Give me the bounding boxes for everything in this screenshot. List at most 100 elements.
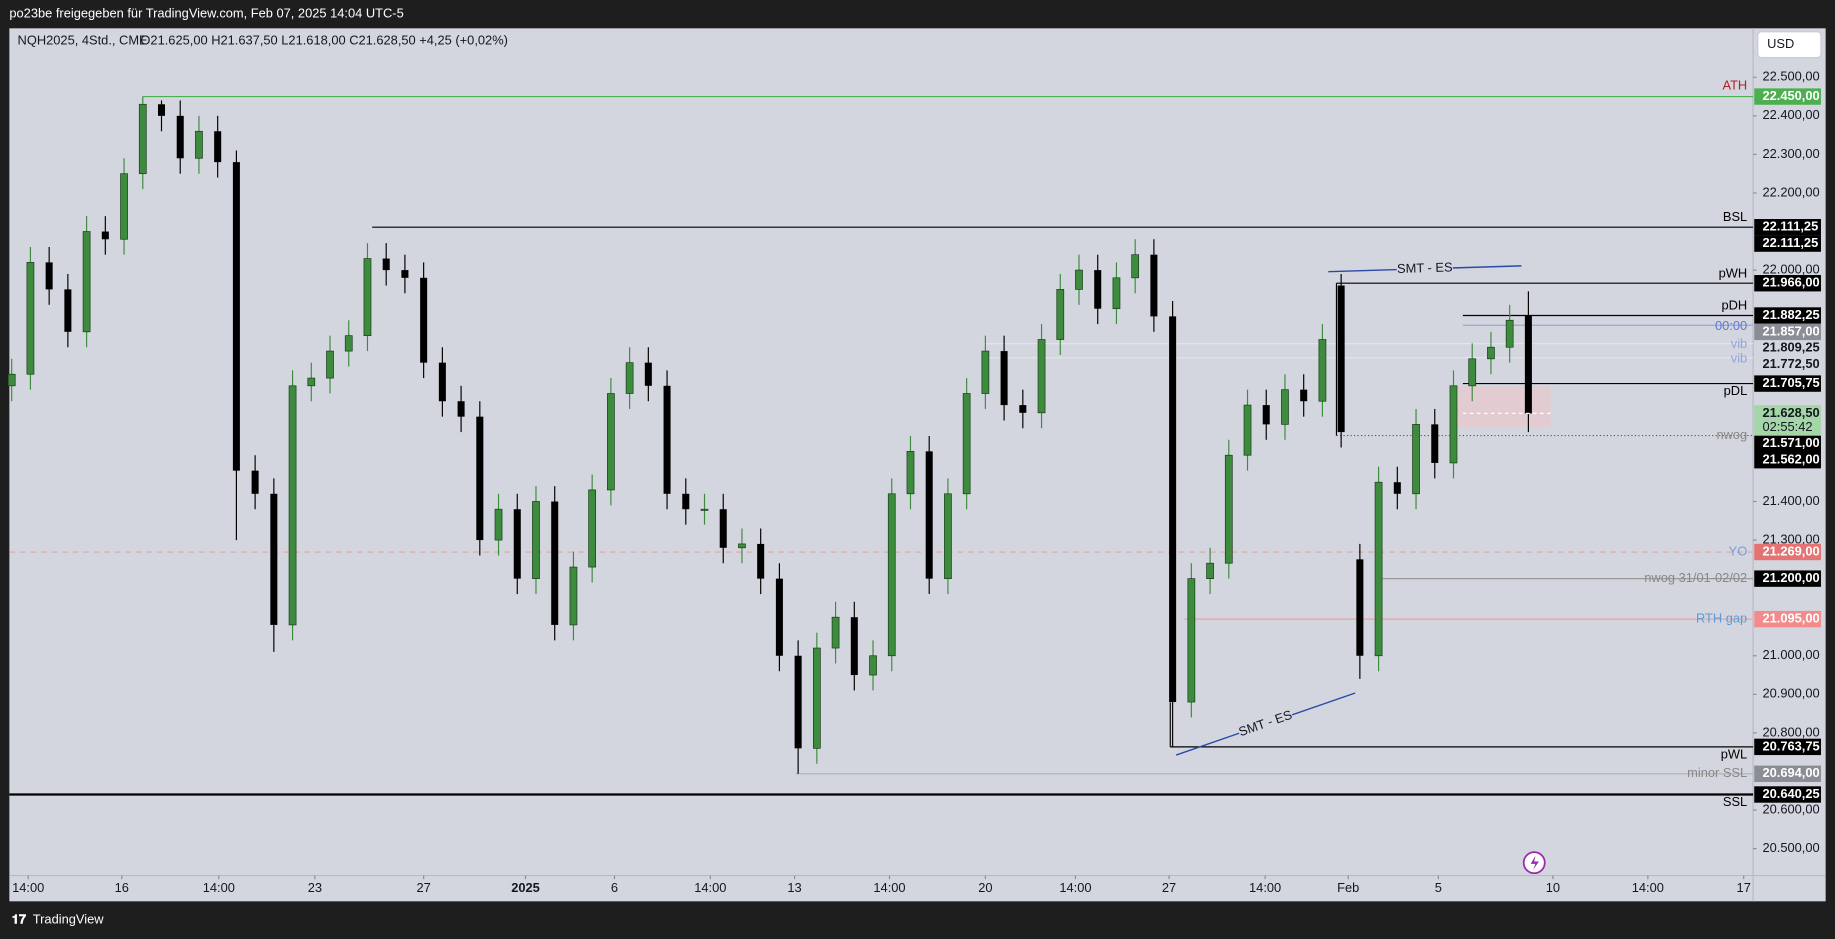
candle-body <box>420 277 428 363</box>
candle-body <box>588 489 597 568</box>
price-badge-label: 21.628,50 <box>1762 405 1819 420</box>
candle-body <box>1075 269 1083 290</box>
candle-body <box>82 231 91 333</box>
level-name: vib <box>1731 350 1747 365</box>
x-tick-label: 14:00 <box>203 880 235 895</box>
candle-body <box>644 362 652 386</box>
x-tick-label: 14:00 <box>1059 880 1091 895</box>
candle-body <box>663 385 671 494</box>
price-badge-label: 22.111,25 <box>1762 235 1818 250</box>
price-badge-label: 21.571,00 <box>1762 435 1819 450</box>
candle-body <box>850 617 858 676</box>
header-title: po23be freigegeben für TradingView.com, … <box>9 6 403 21</box>
price-badge <box>1754 786 1821 803</box>
candle-body <box>64 289 72 332</box>
candle-body <box>1169 316 1177 703</box>
candle-body <box>1000 351 1008 406</box>
level-name: vib <box>1731 336 1747 351</box>
x-tick-label: 27 <box>1162 880 1176 895</box>
x-tick-label: 23 <box>308 880 322 895</box>
candle-body <box>1431 424 1439 463</box>
price-badge-label: 21.269,00 <box>1762 543 1819 558</box>
level-name: 00:00 <box>1715 318 1747 333</box>
price-badge <box>1754 88 1821 105</box>
candle-body <box>719 509 727 548</box>
candle-body <box>120 173 128 240</box>
level-name: nwog 31/01-02/02 <box>1644 570 1747 585</box>
candle-body <box>625 362 634 394</box>
candle-body <box>1187 578 1196 703</box>
price-badge <box>1754 765 1821 782</box>
candle-body <box>26 262 35 375</box>
candle-body <box>1468 358 1477 387</box>
price-badge-label: 22.450,00 <box>1762 88 1819 103</box>
x-tick-label: 17 <box>1737 880 1751 895</box>
x-tick-label: 20 <box>978 880 992 895</box>
price-badge <box>1754 610 1821 628</box>
level-name: ATH <box>1722 77 1747 92</box>
price-badge <box>1754 435 1821 452</box>
price-badge <box>1754 235 1821 252</box>
chart-panel <box>9 28 1826 902</box>
logo-mark: 𝟏𝟕 <box>12 911 27 926</box>
candle-body <box>1131 254 1140 279</box>
candle-body <box>232 162 240 471</box>
candle-body <box>700 508 709 511</box>
candle-body <box>1262 405 1270 425</box>
y-tick-label: 22.400,00 <box>1762 107 1819 122</box>
level-name: nwog <box>1716 427 1747 442</box>
candle-body <box>251 470 259 494</box>
candle-body <box>887 493 896 657</box>
price-badge-label: 22.111,25 <box>1762 219 1818 234</box>
candle-body <box>794 655 802 749</box>
candle-body <box>7 373 16 387</box>
candle-body <box>1112 277 1121 310</box>
price-badge <box>1754 451 1821 469</box>
y-tick-label: 22.500,00 <box>1762 69 1819 84</box>
price-badge-label: 20.640,25 <box>1762 786 1819 801</box>
candle-body <box>307 377 316 387</box>
candle-body <box>831 616 840 649</box>
candle-body <box>195 130 203 159</box>
currency[interactable]: USD <box>1767 36 1794 51</box>
price-badge <box>1754 275 1821 292</box>
x-tick-label: 16 <box>115 880 129 895</box>
y-tick-label: 22.000,00 <box>1762 262 1819 277</box>
price-badge-label: 20.694,00 <box>1762 765 1819 780</box>
candle-body <box>1037 339 1046 414</box>
level-name: pWH <box>1719 265 1748 280</box>
level-name: pDL <box>1724 383 1748 398</box>
ohlc-legend: O21.625,00 H21.637,50 L21.618,00 C21.628… <box>140 33 508 48</box>
candle-body <box>1356 559 1364 656</box>
currency-button[interactable] <box>1757 31 1822 59</box>
candle-body <box>925 451 933 579</box>
candle-body <box>1449 385 1458 464</box>
level-name: minor SSL <box>1687 765 1747 780</box>
candle-body <box>1281 389 1289 425</box>
price-badge <box>1754 543 1821 561</box>
x-tick-label: 5 <box>1435 880 1442 895</box>
candle-body <box>869 655 877 676</box>
candle-body <box>569 566 578 626</box>
candle-body <box>288 385 297 626</box>
y-tick-label: 20.500,00 <box>1762 840 1819 855</box>
y-tick-label: 22.300,00 <box>1762 146 1819 161</box>
candle-body <box>1094 270 1102 309</box>
candle-body <box>1412 424 1420 495</box>
x-tick-label: 27 <box>416 880 430 895</box>
level-name: SSL <box>1723 794 1747 809</box>
candle-body <box>401 270 409 278</box>
x-tick-label: 14:00 <box>694 880 726 895</box>
candle-body <box>1019 405 1027 413</box>
candle-body <box>1150 254 1158 317</box>
price-badge <box>1754 307 1821 324</box>
candle-body <box>1487 346 1495 360</box>
x-tick-label: 14:00 <box>1632 880 1664 895</box>
candle-body <box>981 350 990 394</box>
price-badge <box>1754 323 1821 341</box>
candle-body <box>1505 319 1514 348</box>
symbol-legend: NQH2025, 4Std., CME <box>18 33 148 48</box>
candle-body <box>513 509 521 579</box>
